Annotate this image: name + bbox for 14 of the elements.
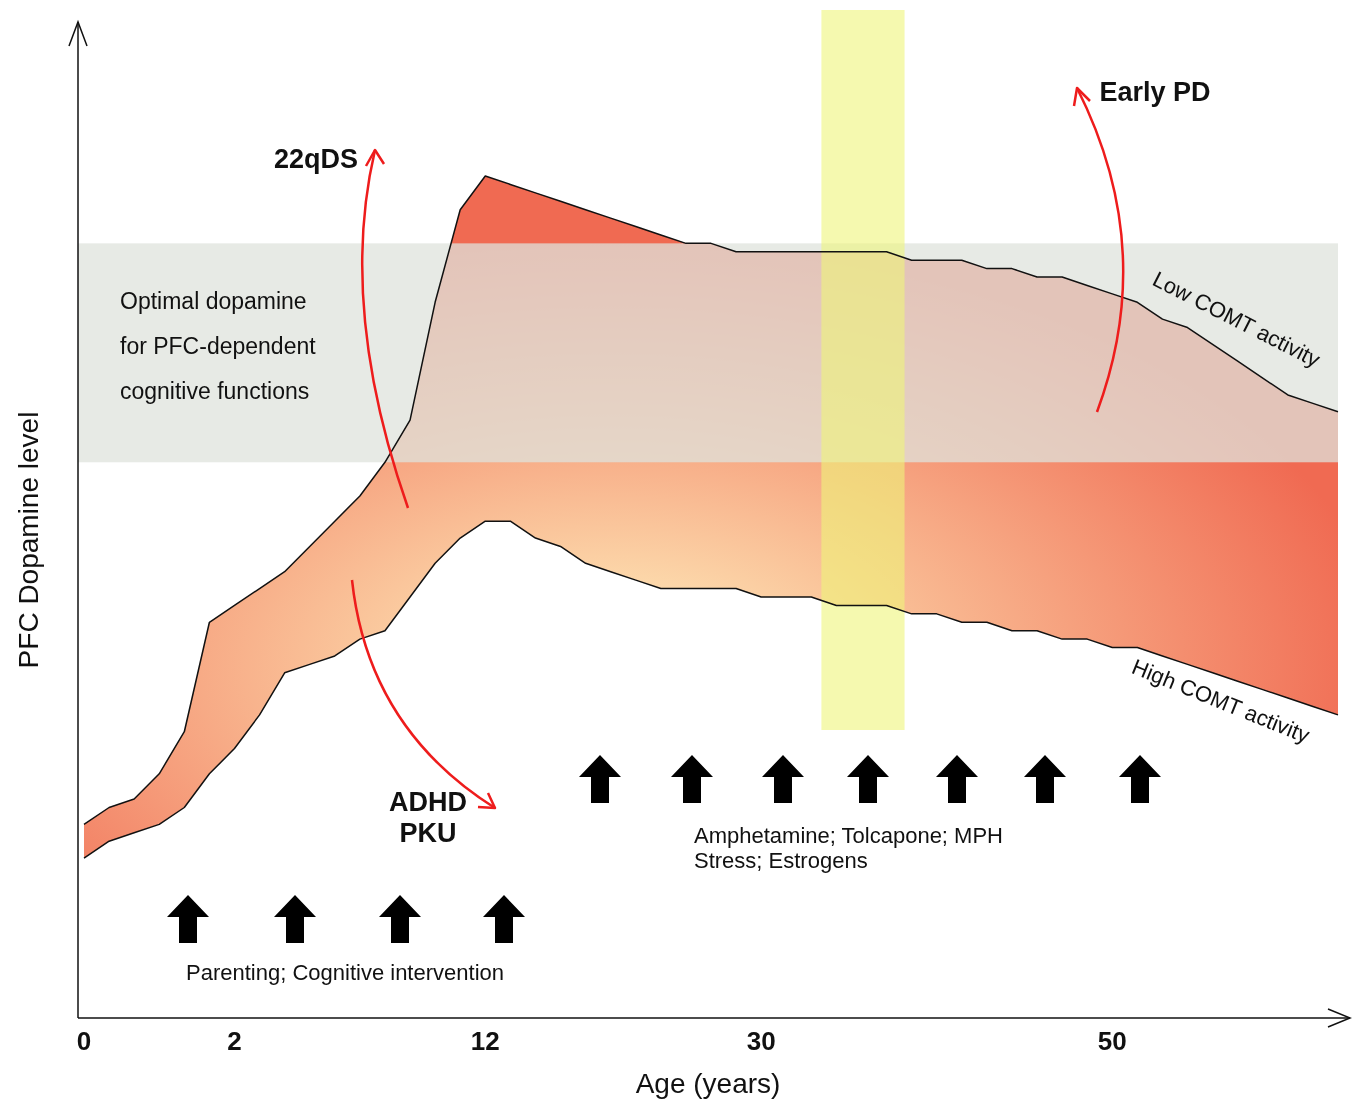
annotation: High COMT activity (1128, 654, 1314, 749)
x-tick-label: 30 (746, 1026, 776, 1056)
band-label: Optimal dopamine for PFC-dependent cognitive functions (120, 288, 317, 405)
x-tick-label: 0 (76, 1026, 92, 1056)
y-axis-title: PFC Dopamine level (13, 411, 44, 669)
text: Early PD (1099, 77, 1211, 107)
text: 22qDS (273, 144, 359, 174)
annotation: Parenting; Cognitive intervention (186, 960, 504, 985)
x-tick-label: 12 (470, 1026, 500, 1056)
annotation: Amphetamine; Tolcapone; MPH Stress; Estrogens (694, 823, 1003, 874)
annotation: ADHD PKU (389, 787, 467, 849)
x-tick-label: 50 (1097, 1026, 1127, 1056)
x-tick-label: 2 (227, 1026, 242, 1056)
x-axis-title: Age (years) (635, 1068, 781, 1099)
